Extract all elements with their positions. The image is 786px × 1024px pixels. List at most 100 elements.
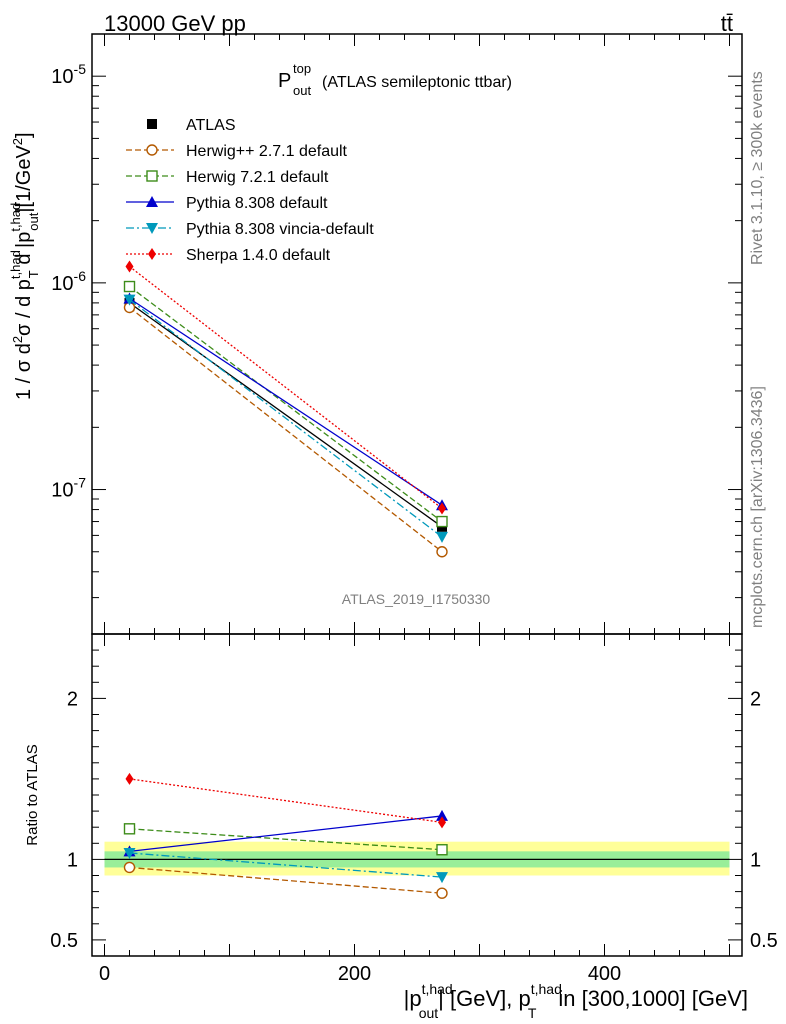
marker-circle — [436, 887, 448, 899]
main-point — [123, 280, 136, 293]
title-main: P — [278, 70, 291, 92]
marker-diamond — [438, 502, 446, 515]
legend-entry: Pythia 8.308 vincia-default — [126, 221, 374, 238]
main-series-herwig-7-2-1-default — [123, 280, 448, 528]
main-line — [129, 297, 443, 506]
ratio-y-tick-label-right: 2 — [750, 688, 761, 710]
ratio-line — [129, 815, 443, 852]
legend-label: ATLAS — [186, 117, 236, 134]
legend-label: Herwig++ 2.7.1 default — [186, 143, 348, 160]
ratio-point — [123, 823, 136, 835]
legend-marker — [147, 119, 157, 129]
main-point — [436, 515, 448, 528]
process-label: tt̄ — [721, 11, 733, 36]
ratio-point — [123, 861, 136, 874]
y-tick-label: 10-5 — [51, 61, 86, 88]
main-y-axis-label-text: 1 / σ d2σ / d pt,had T d |pt,had out|[1/Ge… — [8, 132, 41, 400]
ratio-line — [129, 828, 443, 851]
ratio-line — [129, 852, 443, 878]
main-series-herwig-2-7-1-default — [123, 301, 448, 558]
energy-label: 13000 GeV pp — [104, 11, 246, 36]
marker-triangle-down — [123, 294, 136, 306]
legend-marker — [146, 223, 158, 234]
ratio-point — [436, 887, 448, 899]
title-sup: top — [293, 61, 311, 76]
main-line — [129, 299, 443, 538]
ratio-frame — [91, 633, 743, 957]
marker-open-square — [123, 823, 136, 835]
x-tick-label: 0 — [99, 963, 110, 985]
marker-diamond — [125, 260, 134, 273]
ratio-series-herwig-2-7-1-default — [123, 861, 448, 899]
marker-open-square — [436, 844, 448, 856]
plot-title: P top out (ATLAS semileptonic ttbar) — [278, 61, 512, 98]
ratio-point — [436, 844, 448, 856]
marker-circle — [146, 144, 158, 156]
mcplots-label: mcplots.cern.ch [arXiv:1306.3436] — [749, 386, 766, 628]
marker-circle — [436, 546, 448, 558]
marker-triangle-down — [146, 223, 158, 234]
main-point — [436, 546, 448, 558]
legend-entry: Pythia 8.308 default — [126, 195, 328, 212]
legend: ATLAS Herwig++ 2.7.1 default Herwig 7.2.1 … — [126, 117, 374, 264]
marker-triangle-up — [146, 196, 158, 207]
main-line — [129, 286, 443, 523]
main-line — [129, 302, 443, 528]
marker-open-square — [146, 170, 158, 182]
ratio-point — [436, 809, 448, 821]
main-point — [438, 502, 446, 515]
ratio-point — [436, 872, 448, 884]
ratio-y-tick-label-right: 1 — [750, 849, 761, 871]
ratio-point — [125, 772, 134, 785]
marker-square — [147, 119, 157, 129]
chart-marks: 0 200 400 10-5 10-6 10-7 0.5 0.5 1 1 2 2 ATLAS Herwig… — [50, 33, 778, 985]
ratio-series-sherpa-1-4-0-default — [125, 772, 446, 829]
main-point — [436, 531, 448, 543]
marker-diamond — [125, 772, 134, 785]
legend-marker — [148, 248, 156, 260]
ratio-point — [123, 847, 136, 859]
legend-entry: Sherpa 1.4.0 default — [126, 247, 331, 264]
ratio-line — [129, 866, 443, 894]
main-y-axis-label: 1 / σ d2σ / d pt,had T d |pt,had out|[1/Ge… — [8, 132, 41, 400]
legend-entry: Herwig 7.2.1 default — [126, 169, 329, 186]
legend-marker — [146, 196, 158, 207]
x-tick-label: 200 — [338, 963, 371, 985]
ratio-y-axis-label: Ratio to ATLAS — [24, 744, 41, 845]
legend-label: Pythia 8.308 default — [186, 195, 328, 212]
main-point — [123, 294, 136, 306]
legend-marker — [146, 170, 158, 182]
title-sub: out — [293, 83, 311, 98]
x-tick-label: 400 — [588, 963, 621, 985]
legend-marker — [146, 144, 158, 156]
ratio-y-tick-label: 0.5 — [50, 930, 78, 952]
rivet-label: Rivet 3.1.10, ≥ 300k events — [749, 71, 766, 265]
marker-triangle-up — [436, 809, 448, 821]
marker-triangle-down — [436, 531, 448, 543]
main-line — [129, 306, 443, 553]
ratio-point — [438, 816, 446, 829]
ratio-y-tick-label: 1 — [67, 849, 78, 871]
main-series-pythia-8-308-vincia-default — [123, 294, 448, 543]
legend-entry: ATLAS — [147, 117, 236, 134]
legend-label: Sherpa 1.4.0 default — [186, 247, 331, 264]
ratio-y-tick-label: 2 — [67, 688, 78, 710]
main-series-pythia-8-308-default — [123, 292, 448, 511]
ratio-y-tick-label-right: 0.5 — [750, 930, 778, 952]
ratio-series-herwig-7-2-1-default — [123, 823, 448, 856]
legend-label: Pythia 8.308 vincia-default — [186, 221, 374, 238]
marker-open-square — [436, 515, 448, 528]
main-series-sherpa-1-4-0-default — [125, 260, 446, 515]
marker-triangle-down — [123, 847, 136, 859]
marker-diamond — [148, 248, 156, 260]
ratio-series-pythia-8-308-vincia-default — [123, 847, 448, 884]
marker-diamond — [438, 816, 446, 829]
x-axis-label: |pt,had out| [GeV], pt,had Tin [300,1000] … — [404, 981, 748, 1021]
y-tick-label: 10-7 — [51, 475, 86, 502]
marker-open-square — [123, 280, 136, 293]
legend-entry: Herwig++ 2.7.1 default — [126, 143, 348, 160]
analysis-watermark: ATLAS_2019_I1750330 — [342, 591, 491, 607]
marker-circle — [123, 861, 136, 874]
y-tick-label: 10-6 — [51, 268, 86, 295]
